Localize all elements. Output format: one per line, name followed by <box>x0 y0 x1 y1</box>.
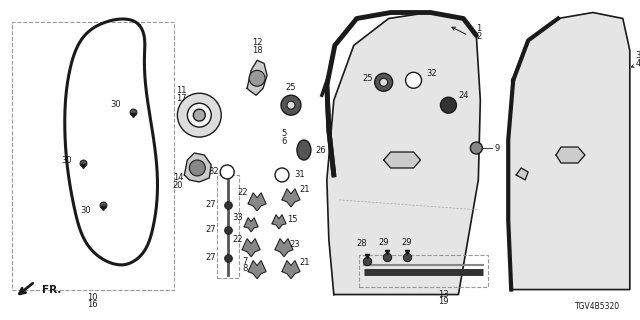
Text: 8: 8 <box>243 264 248 273</box>
Text: 28: 28 <box>356 239 367 248</box>
Text: 14: 14 <box>173 173 183 182</box>
Text: 1: 1 <box>476 24 481 33</box>
Polygon shape <box>272 215 286 229</box>
Text: 30: 30 <box>80 206 91 215</box>
Text: 27: 27 <box>205 200 216 209</box>
Text: 32: 32 <box>209 167 220 176</box>
Polygon shape <box>282 189 300 207</box>
Text: 20: 20 <box>173 181 183 190</box>
Polygon shape <box>508 12 630 290</box>
Circle shape <box>220 165 234 179</box>
Text: 6: 6 <box>282 137 287 146</box>
Polygon shape <box>244 218 258 232</box>
Text: 30: 30 <box>110 100 120 109</box>
Polygon shape <box>516 168 528 180</box>
Bar <box>12 22 174 290</box>
Circle shape <box>193 109 205 121</box>
Polygon shape <box>184 153 211 182</box>
Text: 31: 31 <box>294 171 305 180</box>
Circle shape <box>275 168 289 182</box>
Circle shape <box>406 72 422 88</box>
Text: 22: 22 <box>237 188 248 197</box>
Text: 16: 16 <box>88 300 98 309</box>
Circle shape <box>189 160 205 176</box>
Text: 19: 19 <box>438 297 449 306</box>
Text: 32: 32 <box>426 69 437 78</box>
Bar <box>217 175 239 277</box>
Text: TGV4B5320: TGV4B5320 <box>575 302 620 311</box>
Text: 26: 26 <box>315 146 326 155</box>
Text: 12: 12 <box>252 38 262 47</box>
Text: 25: 25 <box>362 74 372 83</box>
Text: 24: 24 <box>458 91 469 100</box>
Circle shape <box>249 70 265 86</box>
Text: 29: 29 <box>401 238 412 247</box>
Text: 2: 2 <box>476 32 481 41</box>
Text: 11: 11 <box>176 86 186 95</box>
Circle shape <box>374 73 392 91</box>
Bar <box>359 255 488 286</box>
Text: 7: 7 <box>243 257 248 266</box>
Text: 4: 4 <box>636 59 640 68</box>
Text: 27: 27 <box>205 225 216 234</box>
Text: 13: 13 <box>438 290 449 299</box>
Text: FR.: FR. <box>42 284 61 294</box>
Polygon shape <box>383 152 420 168</box>
Text: 33: 33 <box>232 213 243 222</box>
Circle shape <box>380 78 388 86</box>
Text: 5: 5 <box>282 129 287 138</box>
Text: 21: 21 <box>299 258 310 267</box>
Polygon shape <box>327 12 480 294</box>
Polygon shape <box>248 193 266 211</box>
Text: 21: 21 <box>299 185 310 194</box>
Text: 22: 22 <box>233 235 243 244</box>
Circle shape <box>188 103 211 127</box>
Polygon shape <box>282 261 300 279</box>
Text: 23: 23 <box>289 240 300 249</box>
Text: 30: 30 <box>61 156 72 164</box>
Text: 25: 25 <box>285 83 296 92</box>
Polygon shape <box>275 239 293 257</box>
Ellipse shape <box>297 140 311 160</box>
Text: 18: 18 <box>252 46 262 55</box>
Text: 10: 10 <box>88 293 98 302</box>
Circle shape <box>281 95 301 115</box>
Text: 17: 17 <box>176 94 186 103</box>
Circle shape <box>440 97 456 113</box>
Polygon shape <box>242 239 260 257</box>
Text: 3: 3 <box>636 51 640 60</box>
Polygon shape <box>556 147 585 163</box>
Text: 27: 27 <box>205 253 216 262</box>
Polygon shape <box>247 60 267 95</box>
Circle shape <box>177 93 221 137</box>
Text: 29: 29 <box>378 238 389 247</box>
Circle shape <box>287 101 295 109</box>
Polygon shape <box>248 261 266 279</box>
Text: 15: 15 <box>287 215 298 224</box>
Circle shape <box>470 142 483 154</box>
Text: 9: 9 <box>494 144 499 153</box>
